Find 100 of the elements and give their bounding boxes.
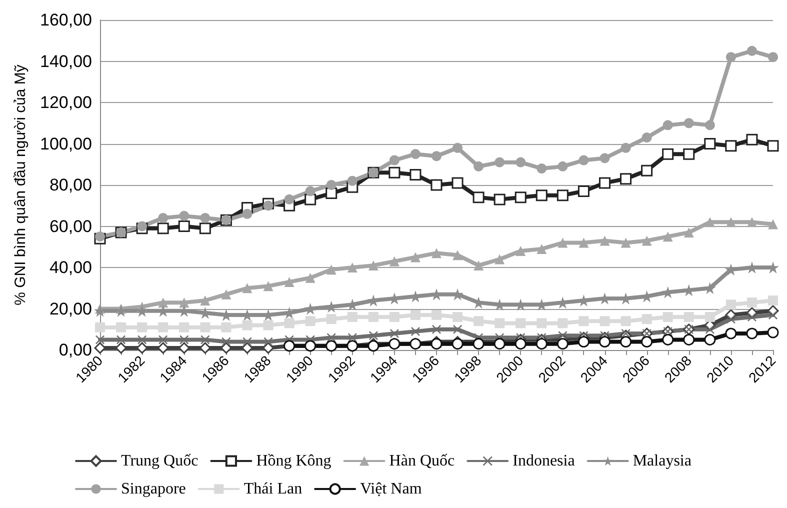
- point: [516, 157, 526, 168]
- point: [326, 180, 336, 190]
- point: [516, 318, 526, 328]
- point: [516, 246, 526, 256]
- point: [620, 336, 632, 348]
- point: [726, 300, 736, 310]
- point: [388, 166, 400, 178]
- point: [452, 338, 464, 350]
- point: [558, 331, 568, 340]
- point: [410, 252, 420, 262]
- point: [263, 200, 274, 211]
- y-tick-label: 120,00: [40, 93, 92, 112]
- point: [662, 334, 674, 346]
- point: [642, 236, 652, 246]
- point: [326, 188, 338, 199]
- point: [452, 312, 463, 322]
- point: [683, 334, 695, 346]
- point: [452, 142, 463, 153]
- point: [137, 221, 148, 232]
- point: [262, 342, 274, 354]
- point: [138, 335, 147, 344]
- point: [305, 272, 316, 283]
- point: [600, 236, 610, 246]
- point: [662, 312, 673, 322]
- point: [179, 298, 190, 308]
- point: [137, 322, 148, 332]
- point: [704, 217, 715, 228]
- point: [368, 331, 378, 340]
- point: [474, 260, 484, 270]
- point: [514, 192, 526, 204]
- point: [599, 177, 610, 189]
- point: [578, 336, 590, 348]
- point: [389, 155, 400, 166]
- point: [432, 248, 442, 258]
- point: [726, 52, 736, 62]
- point: [221, 289, 232, 300]
- point: [620, 142, 631, 153]
- point: [767, 326, 779, 338]
- point: [389, 312, 400, 322]
- point: [662, 148, 674, 160]
- point: [263, 320, 274, 330]
- point: [621, 329, 630, 338]
- point: [620, 316, 631, 326]
- y-tick-label: 60,00: [49, 216, 92, 236]
- point: [96, 335, 104, 344]
- legend-label: Hồng Kông: [256, 452, 332, 470]
- point: [305, 186, 316, 196]
- point: [347, 176, 358, 186]
- point: [642, 132, 652, 143]
- point: [578, 155, 589, 166]
- point: [536, 338, 548, 350]
- point: [767, 140, 779, 152]
- point: [200, 296, 210, 306]
- point: [389, 256, 400, 266]
- point: [768, 296, 778, 306]
- y-tick-label: 0,00: [58, 340, 92, 360]
- y-tick-label: 140,00: [40, 52, 92, 71]
- point: [684, 118, 694, 128]
- point: [620, 173, 632, 185]
- point: [704, 334, 716, 346]
- point: [452, 177, 464, 189]
- point: [284, 194, 294, 204]
- point: [556, 338, 568, 350]
- point: [368, 340, 380, 352]
- legend-label: Singapore: [121, 480, 186, 498]
- point: [368, 260, 378, 270]
- y-tick-label: 100,00: [40, 134, 92, 154]
- point: [704, 138, 716, 150]
- point: [157, 222, 169, 234]
- point: [432, 151, 442, 162]
- point: [726, 314, 736, 324]
- point: [116, 322, 126, 332]
- point: [704, 282, 716, 294]
- point: [116, 335, 126, 344]
- point: [558, 161, 568, 172]
- point: [726, 217, 736, 228]
- point: [158, 322, 168, 332]
- point: [326, 264, 336, 275]
- point: [179, 210, 190, 221]
- point: [704, 312, 715, 322]
- point: [474, 161, 484, 172]
- point: [410, 149, 420, 160]
- point: [95, 232, 105, 242]
- point: [326, 314, 336, 324]
- point: [180, 335, 189, 344]
- point: [242, 320, 252, 330]
- point: [683, 148, 695, 160]
- point: [347, 312, 358, 322]
- point: [536, 318, 547, 328]
- point: [768, 52, 778, 62]
- point: [284, 318, 294, 328]
- point: [725, 328, 737, 340]
- point: [348, 333, 357, 342]
- point: [514, 338, 526, 350]
- point: [536, 244, 547, 254]
- point: [536, 164, 547, 174]
- point: [746, 328, 758, 340]
- point: [453, 324, 462, 334]
- point: [662, 120, 673, 130]
- point: [578, 238, 589, 248]
